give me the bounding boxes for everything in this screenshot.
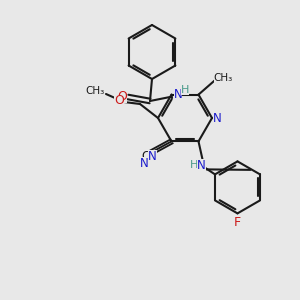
Text: N: N bbox=[148, 150, 157, 163]
Text: H: H bbox=[181, 85, 189, 95]
Text: O: O bbox=[117, 89, 127, 103]
Text: CH₃: CH₃ bbox=[85, 86, 105, 96]
Text: N: N bbox=[174, 88, 182, 100]
Text: F: F bbox=[234, 216, 241, 229]
Text: CH₃: CH₃ bbox=[214, 73, 233, 82]
Text: C: C bbox=[141, 150, 150, 163]
Text: N: N bbox=[197, 159, 206, 172]
Text: N: N bbox=[213, 112, 221, 125]
Text: H: H bbox=[190, 160, 199, 170]
Text: N: N bbox=[140, 157, 149, 170]
Text: O: O bbox=[114, 94, 124, 107]
